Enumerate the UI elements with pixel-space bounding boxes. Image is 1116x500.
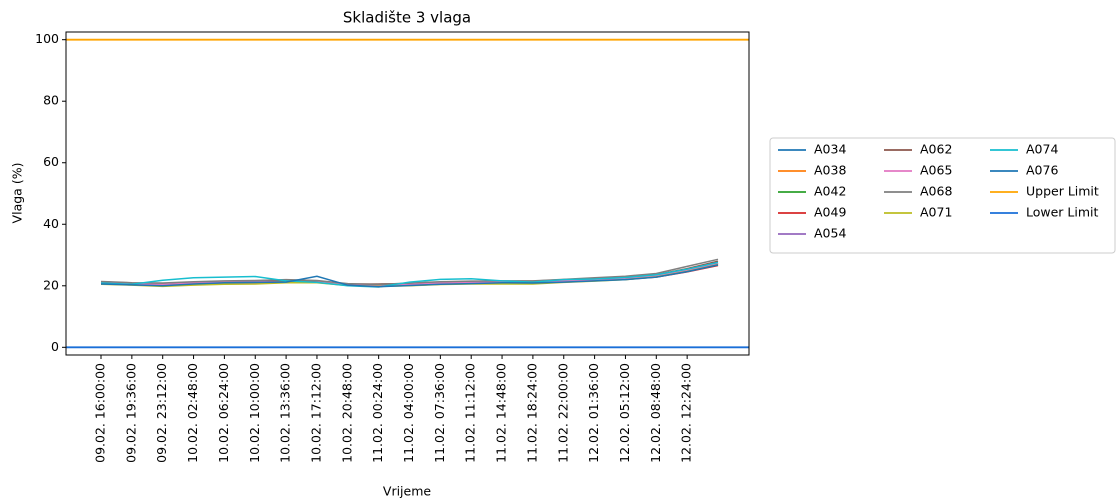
legend-label: A071 bbox=[920, 205, 952, 220]
series-line bbox=[100, 258, 719, 286]
legend-label: Lower Limit bbox=[1026, 205, 1099, 220]
series-line bbox=[100, 260, 719, 285]
x-tick-label: 11.02. 14:48:00 bbox=[494, 363, 509, 463]
y-tick-label: 20 bbox=[43, 277, 59, 292]
x-tick-label: 11.02. 22:00:00 bbox=[555, 363, 570, 463]
y-tick-label: 80 bbox=[43, 93, 59, 108]
x-tick-label: 12.02. 01:36:00 bbox=[586, 363, 601, 463]
legend-label: A054 bbox=[814, 226, 846, 241]
x-tick-label: 11.02. 07:36:00 bbox=[432, 363, 447, 463]
x-tick-label: 11.02. 04:00:00 bbox=[401, 363, 416, 463]
plot-frame bbox=[65, 31, 750, 356]
x-tick-label: 09.02. 16:00:00 bbox=[93, 363, 108, 463]
series-line bbox=[100, 264, 719, 288]
legend-label: A074 bbox=[1026, 142, 1058, 157]
legend-label: A038 bbox=[814, 163, 846, 178]
x-tick-label: 10.02. 06:24:00 bbox=[216, 363, 231, 463]
y-tick-label: 60 bbox=[43, 154, 59, 169]
legend-label: A034 bbox=[814, 142, 846, 157]
x-tick-label: 10.02. 20:48:00 bbox=[339, 363, 354, 463]
legend-label: A065 bbox=[920, 163, 952, 178]
legend-label: Upper Limit bbox=[1026, 184, 1099, 199]
x-axis-label: Vrijeme bbox=[383, 484, 432, 499]
legend-label: A068 bbox=[920, 184, 952, 199]
series-line bbox=[100, 262, 719, 286]
legend-label: A076 bbox=[1026, 163, 1058, 178]
x-tick-label: 09.02. 19:36:00 bbox=[123, 363, 138, 463]
x-tick-label: 11.02. 11:12:00 bbox=[463, 363, 478, 463]
x-tick-label: 11.02. 18:24:00 bbox=[524, 363, 539, 463]
x-tick-label: 10.02. 13:36:00 bbox=[278, 363, 293, 463]
y-tick-label: 40 bbox=[43, 216, 59, 231]
legend-label: A049 bbox=[814, 205, 846, 220]
y-tick-label: 0 bbox=[51, 339, 59, 354]
x-tick-label: 10.02. 10:00:00 bbox=[247, 363, 262, 463]
x-tick-label: 12.02. 12:24:00 bbox=[679, 363, 694, 463]
chart-title: Skladište 3 vlaga bbox=[343, 9, 471, 27]
legend-label: A042 bbox=[814, 184, 846, 199]
x-tick-label: 12.02. 05:12:00 bbox=[617, 363, 632, 463]
x-tick-label: 10.02. 02:48:00 bbox=[185, 363, 200, 463]
y-axis-label: Vlaga (%) bbox=[10, 163, 25, 224]
x-tick-label: 09.02. 23:12:00 bbox=[154, 363, 169, 463]
x-tick-label: 10.02. 17:12:00 bbox=[308, 363, 323, 463]
y-tick-label: 100 bbox=[35, 31, 59, 46]
legend-box bbox=[769, 137, 1116, 254]
series-line bbox=[100, 261, 719, 288]
x-tick-label: 11.02. 00:24:00 bbox=[370, 363, 385, 463]
x-tick-label: 12.02. 08:48:00 bbox=[648, 363, 663, 463]
legend-label: A062 bbox=[920, 142, 952, 157]
